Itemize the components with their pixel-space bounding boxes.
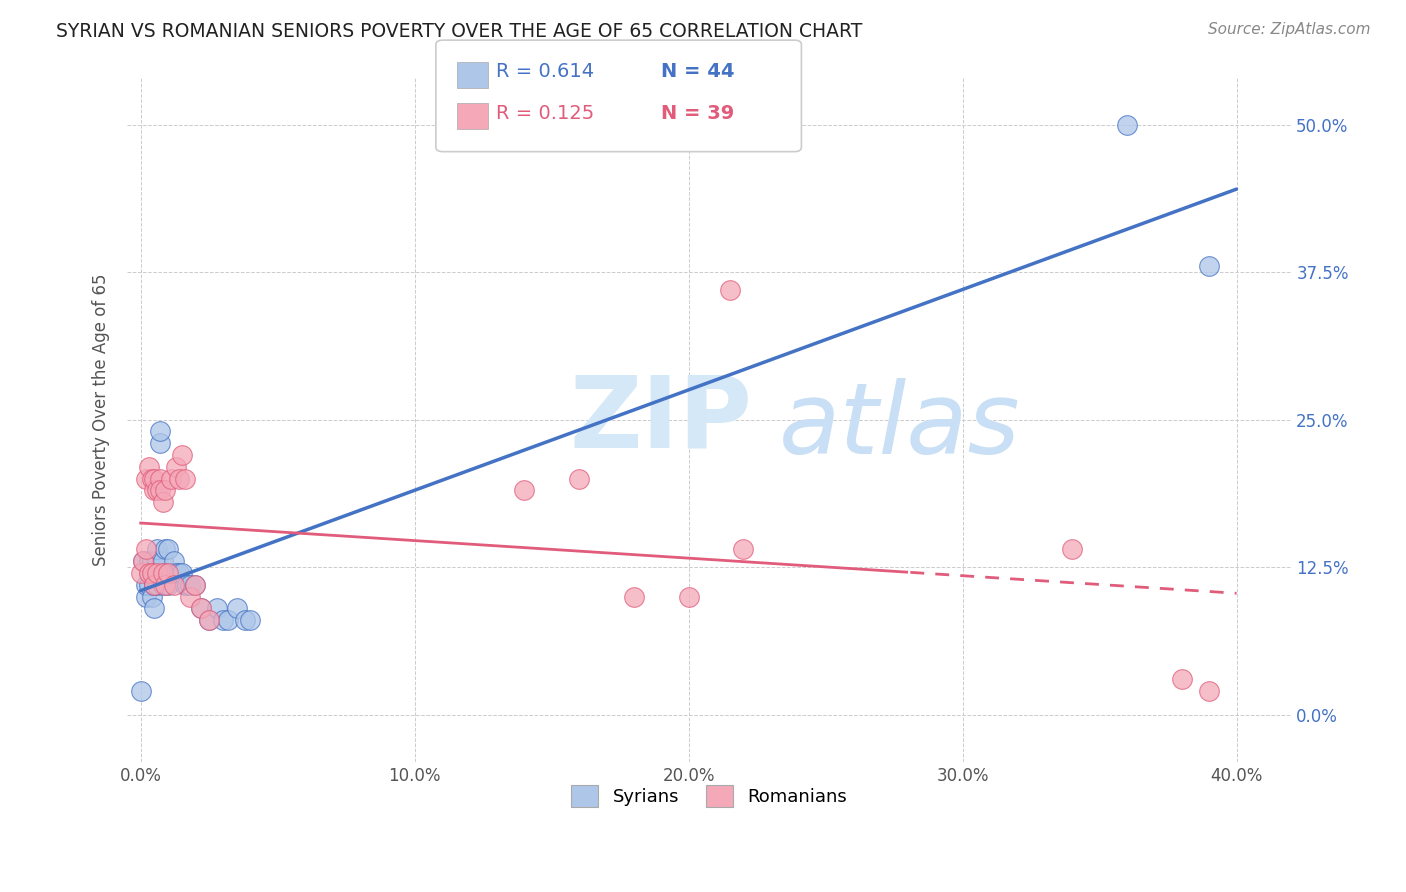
Point xyxy=(623,590,645,604)
Point xyxy=(167,472,190,486)
Point xyxy=(146,542,169,557)
Point xyxy=(173,472,195,486)
Point xyxy=(165,459,187,474)
Point xyxy=(152,495,174,509)
Point xyxy=(179,578,201,592)
Point xyxy=(135,578,157,592)
Point xyxy=(149,483,172,498)
Point xyxy=(179,590,201,604)
Point xyxy=(155,483,177,498)
Point xyxy=(239,613,262,627)
Point xyxy=(207,601,229,615)
Point xyxy=(138,566,160,580)
Point xyxy=(1171,672,1194,686)
Point xyxy=(718,283,741,297)
Point xyxy=(513,483,536,498)
Point xyxy=(173,578,195,592)
Point xyxy=(143,472,166,486)
Point xyxy=(135,542,157,557)
Legend: Syrians, Romanians: Syrians, Romanians xyxy=(564,778,855,814)
Point xyxy=(129,566,152,580)
Point xyxy=(143,483,166,498)
Point xyxy=(138,566,160,580)
Text: SYRIAN VS ROMANIAN SENIORS POVERTY OVER THE AGE OF 65 CORRELATION CHART: SYRIAN VS ROMANIAN SENIORS POVERTY OVER … xyxy=(56,22,863,41)
Text: R = 0.614: R = 0.614 xyxy=(496,62,595,81)
Point xyxy=(678,590,700,604)
Point xyxy=(217,613,239,627)
Point xyxy=(233,613,256,627)
Text: N = 39: N = 39 xyxy=(661,104,734,123)
Point xyxy=(143,578,166,592)
Point xyxy=(568,472,591,486)
Point xyxy=(141,566,163,580)
Text: Source: ZipAtlas.com: Source: ZipAtlas.com xyxy=(1208,22,1371,37)
Point xyxy=(1198,259,1220,273)
Point xyxy=(138,578,160,592)
Point xyxy=(155,566,177,580)
Point xyxy=(138,459,160,474)
Point xyxy=(141,590,163,604)
Point xyxy=(135,472,157,486)
Point xyxy=(146,578,169,592)
Point xyxy=(160,472,183,486)
Point xyxy=(162,554,184,568)
Point xyxy=(212,613,235,627)
Point xyxy=(132,554,155,568)
Point xyxy=(198,613,221,627)
Point xyxy=(184,578,207,592)
Point xyxy=(155,578,177,592)
Point xyxy=(198,613,221,627)
Point xyxy=(141,566,163,580)
Point xyxy=(162,578,184,592)
Text: atlas: atlas xyxy=(779,378,1021,475)
Point xyxy=(132,554,155,568)
Point xyxy=(143,578,166,592)
Point xyxy=(146,483,169,498)
Point xyxy=(135,590,157,604)
Point xyxy=(733,542,755,557)
Point xyxy=(190,601,212,615)
Point xyxy=(143,566,166,580)
Text: ZIP: ZIP xyxy=(569,371,752,468)
Point xyxy=(141,472,163,486)
Text: N = 44: N = 44 xyxy=(661,62,734,81)
Point xyxy=(170,448,193,462)
Point xyxy=(225,601,247,615)
Point xyxy=(129,684,152,698)
Point xyxy=(146,554,169,568)
Point xyxy=(152,578,174,592)
Point xyxy=(184,578,207,592)
Point xyxy=(190,601,212,615)
Point xyxy=(1198,684,1220,698)
Point xyxy=(138,554,160,568)
Point xyxy=(170,566,193,580)
Point xyxy=(155,542,177,557)
Point xyxy=(1116,118,1139,132)
Point xyxy=(157,578,180,592)
Y-axis label: Seniors Poverty Over the Age of 65: Seniors Poverty Over the Age of 65 xyxy=(93,273,110,566)
Point xyxy=(157,542,180,557)
Point xyxy=(143,601,166,615)
Point xyxy=(149,425,172,439)
Text: R = 0.125: R = 0.125 xyxy=(496,104,595,123)
Point xyxy=(167,566,190,580)
Point xyxy=(149,436,172,450)
Point xyxy=(1062,542,1084,557)
Point xyxy=(157,566,180,580)
Point xyxy=(149,472,172,486)
Point xyxy=(143,578,166,592)
Point xyxy=(160,566,183,580)
Point xyxy=(141,554,163,568)
Point xyxy=(176,578,198,592)
Point xyxy=(152,566,174,580)
Point xyxy=(152,554,174,568)
Point xyxy=(146,566,169,580)
Point xyxy=(165,566,187,580)
